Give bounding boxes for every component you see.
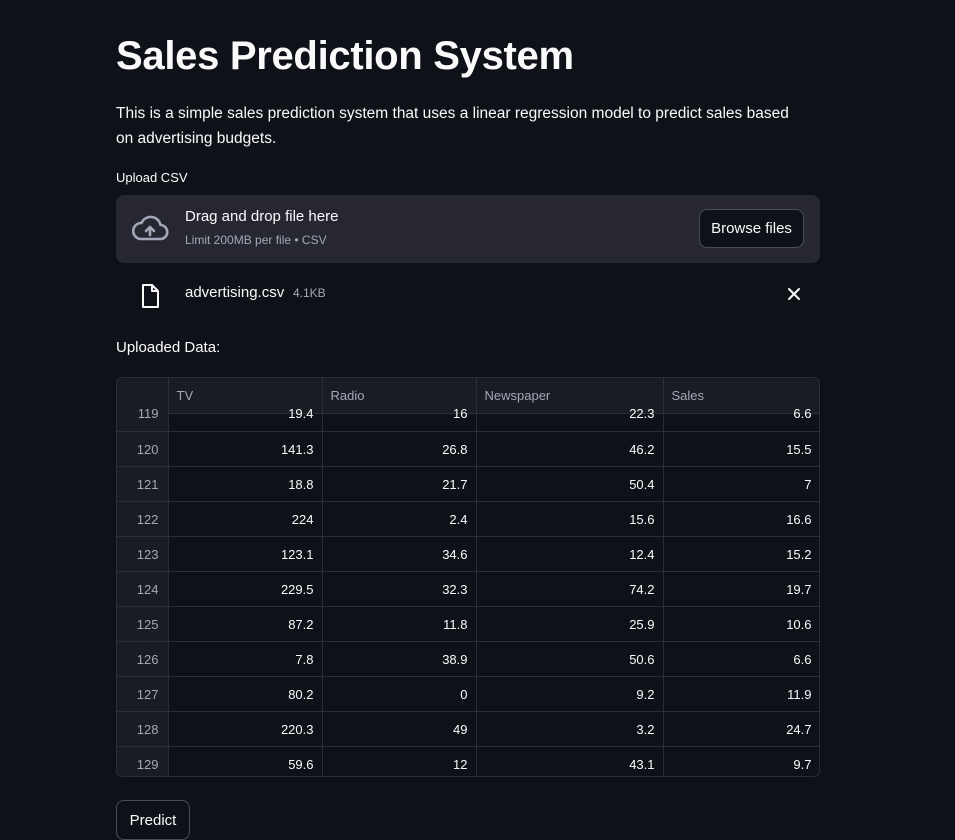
cloud-upload-icon — [131, 215, 169, 241]
table-cell[interactable]: 19.4 — [168, 396, 323, 432]
row-index-cell[interactable]: 128 — [117, 711, 169, 747]
table-row: 121 18.8 21.7 50.4 7 — [117, 466, 819, 502]
row-index-cell[interactable]: 127 — [117, 676, 169, 712]
table-cell[interactable]: 6.6 — [663, 396, 819, 432]
table-cell[interactable]: 7.8 — [168, 641, 323, 677]
table-cell[interactable]: 22.3 — [476, 396, 664, 432]
table-cell[interactable]: 7 — [663, 466, 819, 502]
table-cell[interactable]: 87.2 — [168, 606, 323, 642]
page-description: This is a simple sales prediction system… — [116, 105, 789, 147]
row-index-cell[interactable]: 121 — [117, 466, 169, 502]
row-index-cell[interactable]: 119 — [117, 396, 169, 432]
table-cell[interactable]: 15.5 — [663, 431, 819, 467]
table-cell[interactable]: 229.5 — [168, 571, 323, 607]
row-index-cell[interactable]: 120 — [117, 431, 169, 467]
uploaded-file-row: advertising.csv 4.1KB — [116, 276, 820, 312]
table-cell[interactable]: 16 — [322, 396, 477, 432]
table-cell[interactable]: 26.8 — [322, 431, 477, 467]
table-cell[interactable]: 19.7 — [663, 571, 819, 607]
table-cell[interactable]: 21.7 — [322, 466, 477, 502]
table-row: 128 220.3 49 3.2 24.7 — [117, 711, 819, 747]
table-cell[interactable]: 38.9 — [322, 641, 477, 677]
table-cell[interactable]: 59.6 — [168, 746, 323, 776]
table-cell[interactable]: 9.7 — [663, 746, 819, 776]
table-cell[interactable]: 74.2 — [476, 571, 664, 607]
uploaded-file-size: 4.1KB — [293, 286, 326, 300]
table-cell[interactable]: 12 — [322, 746, 477, 776]
uploaded-data-label: Uploaded Data: — [116, 339, 221, 356]
row-index-cell[interactable]: 122 — [117, 501, 169, 537]
table-row: 125 87.2 11.8 25.9 10.6 — [117, 606, 819, 642]
table-cell[interactable]: 43.1 — [476, 746, 664, 776]
table-row: 126 7.8 38.9 50.6 6.6 — [117, 641, 819, 677]
data-table[interactable]: TV Radio Newspaper Sales 119 19.4 16 22.3 6.… — [116, 377, 820, 777]
page-title: Sales Prediction System — [116, 34, 574, 78]
table-cell[interactable]: 49 — [322, 711, 477, 747]
table-row: 123 123.1 34.6 12.4 15.2 — [117, 536, 819, 572]
upload-label: Upload CSV — [116, 170, 188, 185]
table-cell[interactable]: 25.9 — [476, 606, 664, 642]
file-dropzone[interactable]: Drag and drop file here Limit 200MB per … — [116, 195, 820, 263]
table-cell[interactable]: 34.6 — [322, 536, 477, 572]
table-row: 122 224 2.4 15.6 16.6 — [117, 501, 819, 537]
table-cell[interactable]: 32.3 — [322, 571, 477, 607]
table-cell[interactable]: 18.8 — [168, 466, 323, 502]
table-cell[interactable]: 141.3 — [168, 431, 323, 467]
table-row: 127 80.2 0 9.2 11.9 — [117, 676, 819, 712]
uploaded-file-name: advertising.csv — [185, 284, 285, 301]
table-row: 124 229.5 32.3 74.2 19.7 — [117, 571, 819, 607]
table-cell[interactable]: 46.2 — [476, 431, 664, 467]
browse-files-button[interactable]: Browse files — [699, 209, 804, 248]
table-cell[interactable]: 123.1 — [168, 536, 323, 572]
table-cell[interactable]: 0 — [322, 676, 477, 712]
row-index-cell[interactable]: 124 — [117, 571, 169, 607]
row-index-cell[interactable]: 129 — [117, 746, 169, 776]
table-row: 129 59.6 12 43.1 9.7 — [117, 746, 819, 776]
table-cell[interactable]: 11.8 — [322, 606, 477, 642]
table-cell[interactable]: 15.2 — [663, 536, 819, 572]
dropzone-subtitle: Limit 200MB per file • CSV — [185, 233, 327, 247]
table-cell[interactable]: 224 — [168, 501, 323, 537]
table-row: 119 19.4 16 22.3 6.6 — [117, 396, 819, 432]
predict-button[interactable]: Predict — [116, 800, 190, 840]
table-cell[interactable]: 24.7 — [663, 711, 819, 747]
row-index-cell[interactable]: 126 — [117, 641, 169, 677]
table-cell[interactable]: 10.6 — [663, 606, 819, 642]
table-cell[interactable]: 3.2 — [476, 711, 664, 747]
table-body: 119 19.4 16 22.3 6.6 120 141.3 26.8 46.2 15.5 121 1… — [117, 396, 819, 776]
table-cell[interactable]: 6.6 — [663, 641, 819, 677]
row-index-cell[interactable]: 123 — [117, 536, 169, 572]
row-index-cell[interactable]: 125 — [117, 606, 169, 642]
table-cell[interactable]: 15.6 — [476, 501, 664, 537]
table-row: 120 141.3 26.8 46.2 15.5 — [117, 431, 819, 467]
table-cell[interactable]: 50.6 — [476, 641, 664, 677]
dropzone-title: Drag and drop file here — [185, 208, 339, 225]
table-cell[interactable]: 220.3 — [168, 711, 323, 747]
table-cell[interactable]: 12.4 — [476, 536, 664, 572]
table-cell[interactable]: 50.4 — [476, 466, 664, 502]
table-cell[interactable]: 16.6 — [663, 501, 819, 537]
table-cell[interactable]: 80.2 — [168, 676, 323, 712]
file-icon — [142, 284, 159, 308]
close-icon[interactable] — [784, 284, 804, 304]
table-cell[interactable]: 2.4 — [322, 501, 477, 537]
table-cell[interactable]: 9.2 — [476, 676, 664, 712]
table-cell[interactable]: 11.9 — [663, 676, 819, 712]
